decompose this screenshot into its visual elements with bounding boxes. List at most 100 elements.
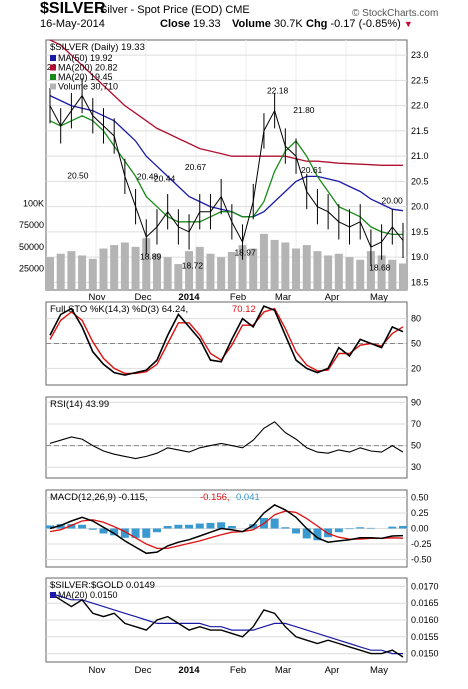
volume-bar — [152, 253, 161, 290]
price-panel-title: $SILVER (Daily) 19.33 — [50, 42, 145, 53]
macd-histogram-bar — [249, 524, 258, 529]
ma20-line — [49, 115, 403, 236]
volume-bar — [206, 253, 215, 290]
price-tick-label: 19.0 — [411, 252, 429, 262]
legend-swatch — [50, 64, 56, 71]
close-value: 19.33 — [193, 18, 221, 30]
x-axis-label: Feb — [230, 292, 246, 303]
macd-histogram-bar — [78, 524, 87, 529]
sto-d-line — [49, 307, 404, 375]
volume-bar — [388, 259, 397, 290]
chart-header: $SILVER Silver - Spot Price (EOD) CME © … — [0, 0, 468, 38]
x-axis-label-bottom: 2014 — [178, 665, 200, 676]
x-axis-label: Mar — [275, 292, 291, 303]
macd-histogram-bar — [185, 524, 194, 529]
legend-entry: MA(20) 19.45 — [58, 72, 113, 82]
macd-histogram-bar — [120, 528, 129, 538]
volume-bar — [270, 239, 279, 290]
macd-histogram-bar — [163, 526, 172, 529]
price-tick-label: 20.5 — [411, 176, 429, 186]
x-axis-label: Apr — [325, 292, 340, 303]
sto-d-value: 70.12 — [232, 304, 256, 315]
volume-bar — [131, 246, 140, 290]
price-annotation: 20.44 — [154, 173, 176, 183]
price-annotation: 20.50 — [67, 170, 89, 180]
price-annotation: 20.48 — [137, 171, 159, 181]
price-tick-label: 18.5 — [411, 277, 429, 287]
ratio-ma20-line — [49, 592, 403, 655]
macd-panel-title: MACD(12,26,9) -0.115, — [50, 492, 148, 503]
macd-histogram-bar — [67, 524, 76, 529]
volume-bar — [324, 255, 333, 290]
rsi-tick-label: 70 — [411, 419, 421, 429]
close-label: Close — [160, 18, 190, 30]
macd-histogram-bar — [152, 528, 161, 533]
price-line — [49, 94, 404, 248]
rsi-tick-label: 90 — [411, 397, 421, 407]
volume-bar — [334, 253, 343, 290]
macd-histogram-bar — [292, 528, 301, 534]
sto-tick-label: 80 — [411, 314, 421, 324]
macd-histogram-bar — [388, 526, 397, 529]
macd-tick-label: -0.50 — [411, 555, 432, 565]
ratio-legend-swatch — [50, 592, 56, 598]
macd-histogram-bar — [56, 524, 65, 529]
volume-tick-label: 75000 — [19, 220, 44, 230]
ma200-line — [49, 39, 403, 166]
x-axis-label: Nov — [89, 292, 106, 303]
down-triangle-icon: ▼ — [403, 19, 413, 29]
x-axis-label-bottom: Mar — [275, 665, 291, 676]
macd-histogram-bar — [142, 528, 151, 538]
rsi-tick-label: 50 — [411, 441, 421, 451]
panel-frame-3 — [45, 396, 408, 479]
volume-bar — [249, 248, 258, 290]
legend-swatch — [50, 55, 56, 61]
sto-k-line — [49, 305, 404, 376]
x-axis-label-bottom: Dec — [135, 665, 152, 676]
x-axis-label-bottom: May — [370, 665, 388, 676]
volume-bar — [377, 255, 386, 290]
volume-bar — [46, 257, 54, 290]
macd-signal-value: -0.156, — [200, 492, 230, 503]
ratio-tick-label: 0.0155 — [411, 632, 439, 642]
price-annotation: 20.67 — [185, 162, 207, 172]
volume-tick-label: 50000 — [19, 242, 44, 252]
ratio-panel-title: $SILVER:$GOLD 0.0149 — [50, 580, 155, 591]
legend-swatch — [50, 83, 56, 90]
price-annotation: 18.97 — [234, 248, 256, 258]
stockcharts-credit: © StockCharts.com — [352, 8, 439, 19]
close-quote: Close 19.33 — [160, 18, 221, 30]
rsi-tick-label: 30 — [411, 462, 421, 472]
exchange-text: CME — [225, 4, 250, 16]
macd-histogram-bar — [399, 525, 407, 529]
macd-histogram-bar — [345, 528, 354, 530]
legend-entry: MA(200) 20.82 — [58, 63, 118, 73]
panel-frame-1 — [45, 39, 408, 291]
volume-bar — [313, 251, 322, 290]
legend-entry: MA(50) 19.92 — [58, 53, 113, 63]
rsi-panel-title: RSI(14) 43.99 — [50, 399, 109, 410]
sto-tick-label: 50 — [411, 339, 421, 349]
volume-bar — [78, 255, 87, 290]
macd-histogram-bar — [195, 523, 204, 529]
price-tick-label: 20.0 — [411, 202, 429, 212]
volume-bar — [217, 257, 226, 290]
macd-histogram-bar — [356, 527, 365, 529]
price-tick-label: 19.5 — [411, 227, 429, 237]
volume-bar — [356, 259, 365, 290]
macd-line — [49, 504, 404, 555]
macd-histogram-bar — [217, 522, 226, 529]
x-axis-label-bottom: Feb — [230, 665, 246, 676]
ratio-tick-label: 0.0160 — [411, 615, 439, 625]
macd-histogram-bar — [334, 528, 343, 533]
volume-bar — [88, 258, 97, 290]
volume-bar — [163, 257, 172, 290]
macd-tick-label: 0.50 — [411, 492, 429, 502]
volume-bar — [366, 251, 375, 290]
price-tick-label: 23.0 — [411, 50, 429, 60]
volume-bar — [259, 233, 268, 290]
sto-tick-label: 20 — [411, 363, 421, 373]
macd-histogram-bar — [88, 528, 97, 530]
ratio-line — [49, 592, 404, 658]
